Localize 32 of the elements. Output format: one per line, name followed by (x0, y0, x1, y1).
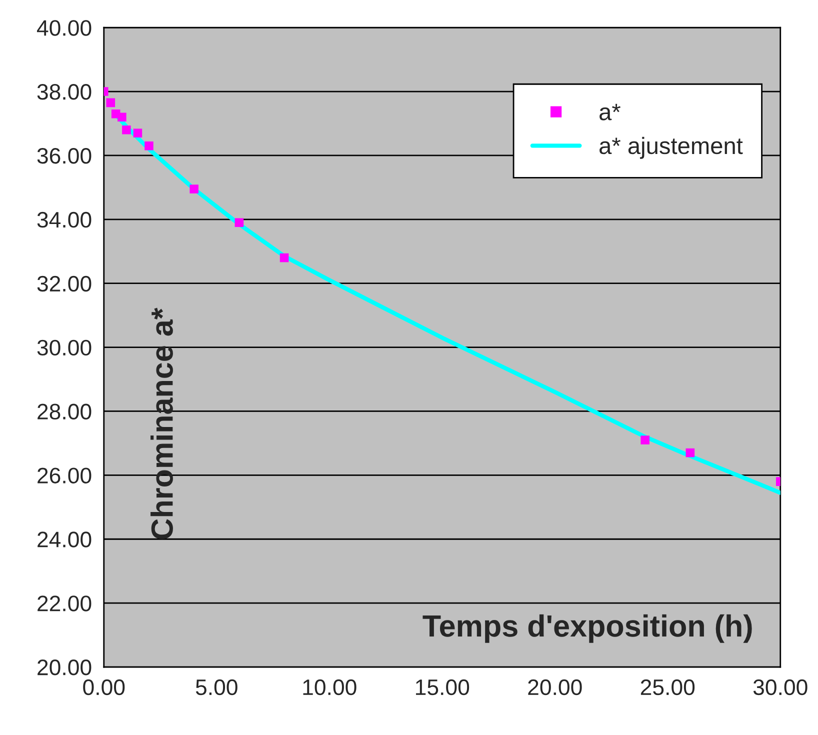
x-tick-label: 20.00 (528, 679, 582, 696)
x-axis-title: Temps d'exposition (h) (422, 614, 752, 643)
x-tick-label: 5.00 (196, 679, 238, 696)
point (234, 218, 244, 227)
point (144, 141, 154, 150)
point (190, 184, 198, 194)
legend-label: a* (600, 104, 620, 120)
y-tick-label: 28.00 (38, 404, 92, 420)
y-tick-label: 38.00 (37, 84, 92, 100)
point (686, 448, 695, 458)
x-tick-label: 10.00 (303, 679, 356, 696)
y-tick-label: 20.00 (38, 660, 92, 676)
y-tick-label: 30.00 (37, 340, 92, 356)
x-tick-label: 25.00 (640, 679, 695, 696)
x-tick-label: 30.00 (753, 679, 808, 696)
y-tick-label: 22.00 (38, 596, 92, 612)
point (133, 128, 142, 138)
y-tick-label: 26.00 (38, 468, 92, 484)
x-tick-label: 0.00 (83, 679, 125, 696)
point (122, 125, 131, 134)
point (106, 98, 116, 108)
y-tick-label: 34.00 (37, 212, 92, 228)
point (280, 253, 289, 262)
point (640, 436, 650, 444)
y-tick-label: 36.00 (37, 148, 92, 164)
point (118, 112, 126, 122)
legend-label: a* ajustement (600, 136, 743, 159)
y-axis-title: Chrominance a* (150, 308, 173, 540)
y-tick-label: 32.00 (37, 276, 92, 292)
y-tick-label: 40.00 (36, 20, 92, 36)
y-tick-label: 24.00 (38, 532, 92, 548)
x-tick-label: 15.00 (416, 679, 470, 696)
